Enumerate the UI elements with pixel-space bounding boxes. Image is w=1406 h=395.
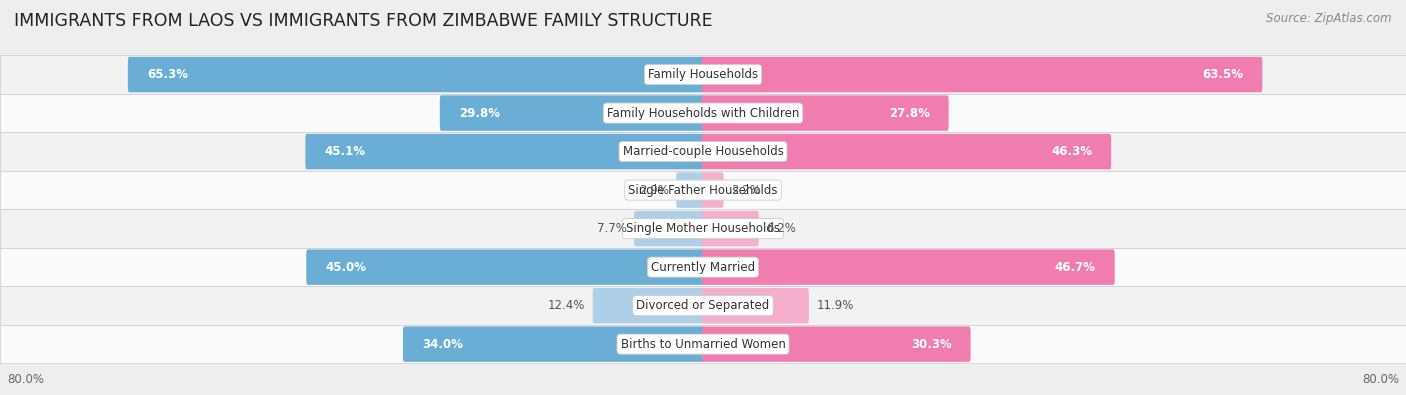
Text: Single Mother Households: Single Mother Households bbox=[626, 222, 780, 235]
FancyBboxPatch shape bbox=[702, 134, 1111, 169]
FancyBboxPatch shape bbox=[0, 248, 1406, 286]
FancyBboxPatch shape bbox=[0, 286, 1406, 325]
FancyBboxPatch shape bbox=[702, 57, 1263, 92]
Text: 2.9%: 2.9% bbox=[638, 184, 669, 197]
FancyBboxPatch shape bbox=[0, 94, 1406, 132]
FancyBboxPatch shape bbox=[128, 57, 704, 92]
Text: Single Father Households: Single Father Households bbox=[628, 184, 778, 197]
Text: 29.8%: 29.8% bbox=[458, 107, 499, 120]
Text: Family Households: Family Households bbox=[648, 68, 758, 81]
Text: Family Households with Children: Family Households with Children bbox=[607, 107, 799, 120]
Text: Divorced or Separated: Divorced or Separated bbox=[637, 299, 769, 312]
Text: 45.1%: 45.1% bbox=[325, 145, 366, 158]
FancyBboxPatch shape bbox=[702, 326, 970, 362]
Text: 45.0%: 45.0% bbox=[325, 261, 366, 274]
FancyBboxPatch shape bbox=[0, 325, 1406, 363]
FancyBboxPatch shape bbox=[404, 326, 704, 362]
Text: 12.4%: 12.4% bbox=[548, 299, 585, 312]
FancyBboxPatch shape bbox=[702, 172, 724, 208]
FancyBboxPatch shape bbox=[440, 95, 704, 131]
Text: Married-couple Households: Married-couple Households bbox=[623, 145, 783, 158]
Text: 30.3%: 30.3% bbox=[911, 338, 952, 351]
Text: Source: ZipAtlas.com: Source: ZipAtlas.com bbox=[1267, 12, 1392, 25]
Text: 11.9%: 11.9% bbox=[817, 299, 853, 312]
FancyBboxPatch shape bbox=[702, 95, 949, 131]
Text: Births to Unmarried Women: Births to Unmarried Women bbox=[620, 338, 786, 351]
Text: 80.0%: 80.0% bbox=[1362, 373, 1399, 386]
FancyBboxPatch shape bbox=[0, 55, 1406, 94]
FancyBboxPatch shape bbox=[307, 249, 704, 285]
Text: 80.0%: 80.0% bbox=[7, 373, 44, 386]
Text: 2.2%: 2.2% bbox=[731, 184, 761, 197]
FancyBboxPatch shape bbox=[593, 288, 704, 324]
Text: 63.5%: 63.5% bbox=[1202, 68, 1243, 81]
Text: Currently Married: Currently Married bbox=[651, 261, 755, 274]
Text: 6.2%: 6.2% bbox=[766, 222, 796, 235]
Text: 34.0%: 34.0% bbox=[422, 338, 463, 351]
Text: 46.7%: 46.7% bbox=[1054, 261, 1095, 274]
Text: 46.3%: 46.3% bbox=[1052, 145, 1092, 158]
FancyBboxPatch shape bbox=[702, 249, 1115, 285]
FancyBboxPatch shape bbox=[0, 209, 1406, 248]
Text: 65.3%: 65.3% bbox=[146, 68, 188, 81]
FancyBboxPatch shape bbox=[0, 171, 1406, 209]
FancyBboxPatch shape bbox=[702, 211, 759, 246]
Text: 27.8%: 27.8% bbox=[889, 107, 929, 120]
FancyBboxPatch shape bbox=[702, 288, 808, 324]
FancyBboxPatch shape bbox=[0, 132, 1406, 171]
FancyBboxPatch shape bbox=[634, 211, 704, 246]
Text: 7.7%: 7.7% bbox=[596, 222, 627, 235]
FancyBboxPatch shape bbox=[676, 172, 704, 208]
FancyBboxPatch shape bbox=[305, 134, 704, 169]
Text: IMMIGRANTS FROM LAOS VS IMMIGRANTS FROM ZIMBABWE FAMILY STRUCTURE: IMMIGRANTS FROM LAOS VS IMMIGRANTS FROM … bbox=[14, 12, 713, 30]
